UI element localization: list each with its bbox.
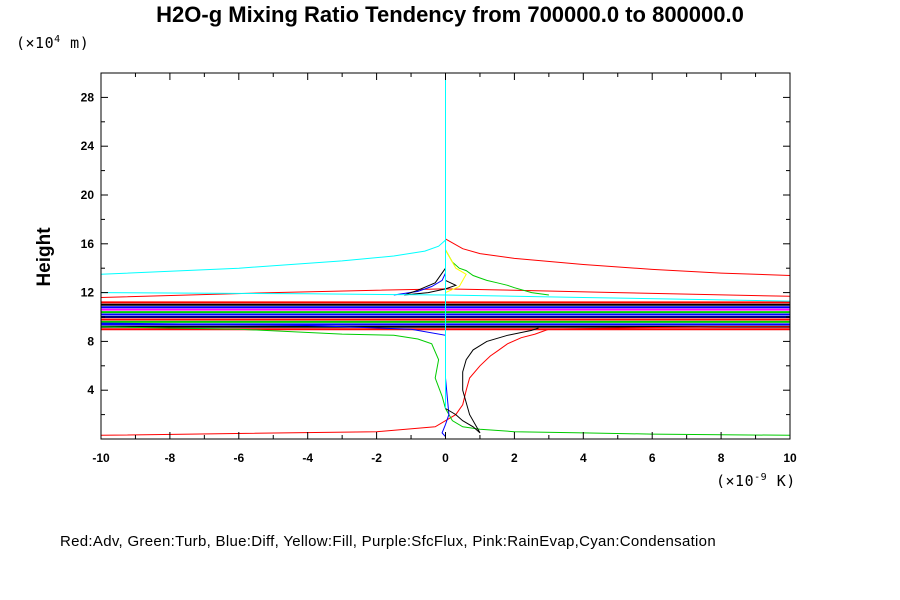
x-tick-label: 0 bbox=[442, 451, 449, 465]
series-line-5 bbox=[100, 322, 450, 437]
x-tick-label: 6 bbox=[649, 451, 656, 465]
legend-caption: Red:Adv, Green:Turb, Blue:Diff, Yellow:F… bbox=[60, 533, 716, 550]
series-line-4 bbox=[100, 326, 791, 436]
x-axis-unit: (×10-9 K) bbox=[716, 472, 796, 490]
series-line-6 bbox=[393, 249, 446, 296]
series-line-1 bbox=[445, 238, 791, 276]
series-line-12 bbox=[100, 292, 791, 302]
x-tick-label: -2 bbox=[371, 451, 382, 465]
series-line-9 bbox=[404, 267, 458, 296]
x-tick-label: -4 bbox=[302, 451, 313, 465]
y-tick-label: 8 bbox=[87, 334, 94, 348]
y-tick-label: 20 bbox=[81, 188, 95, 202]
series-layer bbox=[100, 73, 791, 437]
chart-title: H2O-g Mixing Ratio Tendency from 700000.… bbox=[156, 2, 744, 27]
y-tick-label: 16 bbox=[81, 237, 95, 251]
x-tick-label: 10 bbox=[783, 451, 797, 465]
x-unit-prefix: (×10 bbox=[716, 472, 755, 490]
y-tick-label: 4 bbox=[87, 383, 94, 397]
x-unit-suffix: K) bbox=[767, 472, 796, 490]
series-line-3 bbox=[445, 249, 549, 296]
series-line-7 bbox=[445, 249, 467, 294]
x-unit-exponent: -9 bbox=[754, 472, 768, 483]
series-line-10 bbox=[100, 239, 446, 275]
y-tick-label: 12 bbox=[81, 286, 95, 300]
x-tick-label: 2 bbox=[511, 451, 518, 465]
series-line-8 bbox=[445, 327, 539, 434]
y-unit-exponent: 4 bbox=[54, 34, 61, 45]
y-axis-unit: (×104 m) bbox=[16, 34, 89, 52]
x-tick-label: -6 bbox=[233, 451, 244, 465]
series-line-0 bbox=[100, 326, 790, 436]
x-tick-label: -8 bbox=[165, 451, 176, 465]
y-tick-label: 24 bbox=[81, 139, 95, 153]
y-tick-label: 28 bbox=[81, 90, 95, 104]
x-tick-label: 4 bbox=[580, 451, 587, 465]
x-tick-label: -10 bbox=[92, 451, 110, 465]
y-unit-suffix: m) bbox=[60, 34, 90, 52]
y-axis-label: Height bbox=[34, 227, 55, 287]
x-tick-label: 8 bbox=[718, 451, 725, 465]
y-unit-prefix: (×10 bbox=[16, 34, 55, 52]
